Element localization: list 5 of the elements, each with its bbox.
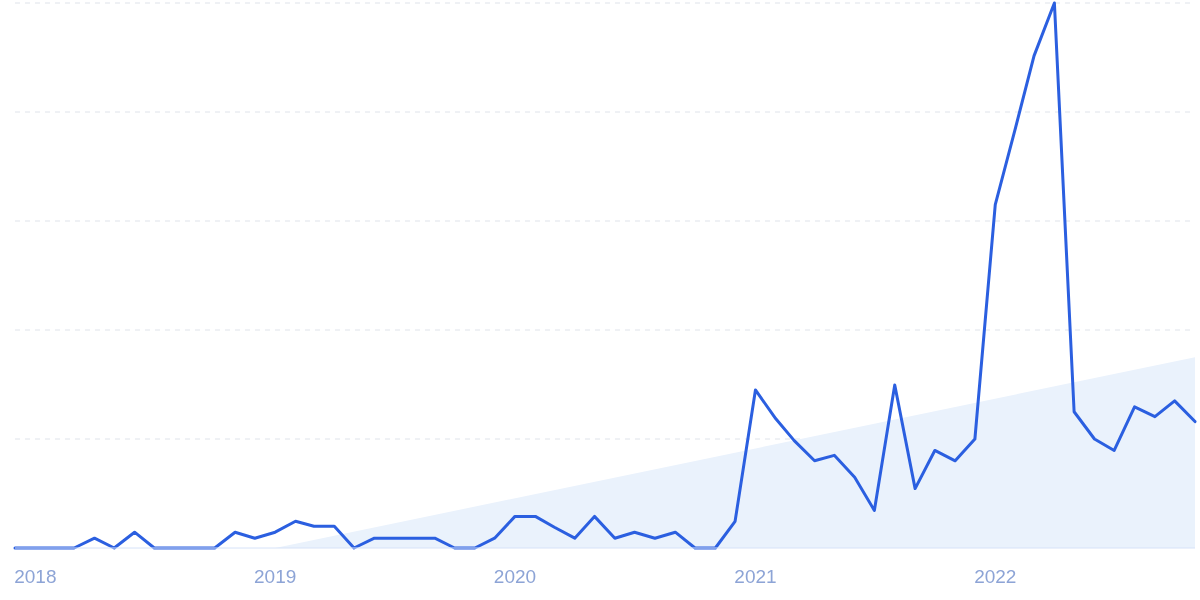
x-tick-label: 2019 (254, 566, 297, 587)
x-tick-label: 2022 (974, 566, 1017, 587)
x-tick-label: 2021 (734, 566, 777, 587)
x-tick-label: 2018 (14, 566, 57, 587)
x-tick-label: 2020 (493, 566, 537, 587)
